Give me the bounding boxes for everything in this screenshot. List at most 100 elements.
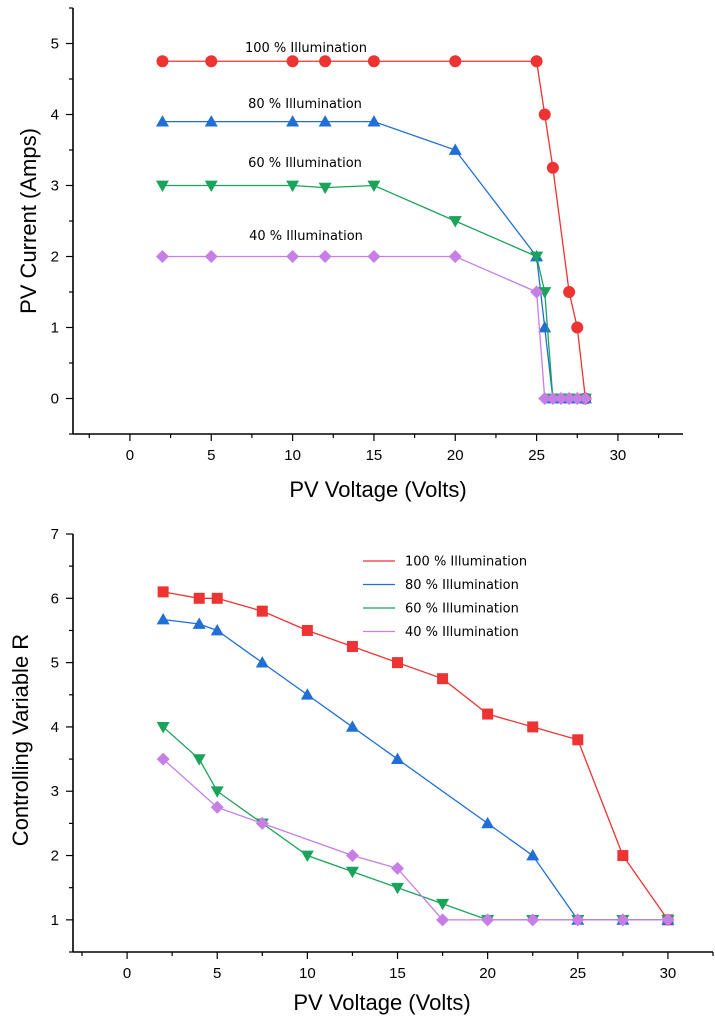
data-point: [318, 115, 332, 127]
series-80-illumination: [156, 613, 675, 925]
y-tick-label: 5: [51, 36, 59, 53]
data-point: [210, 800, 224, 814]
x-tick-label: 30: [660, 965, 677, 982]
data-point: [617, 850, 629, 862]
data-point: [255, 816, 269, 830]
data-point: [546, 161, 559, 174]
data-point: [318, 250, 332, 263]
data-point: [367, 115, 381, 127]
data-point: [300, 688, 314, 700]
chart-pv-current-vs-voltage: 0 5 10 15 20 25 30 0 1 2 3 4 5 PV Voltage (Volts) PV C…: [16, 7, 683, 502]
data-point: [211, 592, 223, 604]
x-tick-label: 20: [479, 965, 496, 982]
y-tick-label: 3: [51, 178, 59, 195]
y-axis-title: Controlling Variable R: [8, 634, 33, 846]
y-tick-label: 2: [51, 249, 59, 266]
data-point: [193, 592, 205, 604]
legend-label: 40 % Illumination: [405, 625, 519, 640]
data-point: [286, 180, 300, 192]
data-point: [286, 250, 300, 263]
data-point: [391, 752, 405, 764]
data-point: [448, 143, 462, 155]
data-point: [572, 734, 584, 746]
data-point: [155, 250, 169, 263]
x-axis-title: PV Voltage (Volts): [293, 990, 470, 1015]
data-point: [204, 250, 218, 263]
y-tick-label: 5: [51, 655, 59, 672]
data-point: [562, 392, 576, 405]
data-point: [538, 108, 551, 121]
series-line: [162, 184, 586, 400]
data-point: [481, 816, 495, 829]
y-tick-label: 4: [51, 107, 59, 124]
series-line: [162, 726, 668, 921]
series-60-illumination: [155, 180, 592, 405]
data-point: [530, 251, 544, 263]
legend-label: 80 % Illumination: [405, 578, 519, 593]
data-point: [482, 708, 494, 720]
data-point: [367, 55, 380, 68]
data-point: [481, 913, 495, 927]
legend-label: 60 % Illumination: [405, 602, 519, 617]
data-point: [578, 392, 592, 405]
series-40-illumination: [155, 250, 592, 405]
x-tick-label: 10: [299, 965, 316, 982]
x-tick-label: 15: [366, 447, 383, 464]
y-tick-label: 6: [51, 590, 59, 607]
data-point: [448, 216, 462, 228]
y-tick-label: 0: [51, 391, 59, 408]
data-point: [204, 115, 218, 127]
x-tick-label: 30: [610, 447, 627, 464]
data-point: [437, 673, 449, 685]
data-point: [156, 55, 169, 68]
data-point: [571, 913, 585, 927]
data-point: [661, 913, 675, 927]
series-label: 80 % Illumination: [248, 97, 362, 112]
series-60-illumination: [156, 722, 675, 927]
x-tick-label: 5: [207, 447, 215, 464]
data-point: [256, 605, 268, 617]
data-point: [318, 182, 332, 195]
data-point: [156, 752, 170, 766]
series-40-illumination: [156, 752, 675, 927]
x-tick-label: 10: [284, 447, 301, 464]
data-point: [346, 641, 358, 653]
data-point: [210, 786, 224, 798]
data-point: [538, 287, 552, 299]
series-line: [162, 255, 586, 400]
y-tick-label: 4: [51, 719, 59, 736]
data-point: [571, 321, 584, 334]
data-point: [546, 392, 560, 405]
x-axis-title: PV Voltage (Volts): [289, 477, 466, 502]
data-point: [367, 180, 381, 192]
data-point: [526, 913, 540, 927]
x-tick-label: 20: [447, 447, 464, 464]
data-point: [530, 55, 543, 68]
data-point: [527, 721, 539, 733]
data-point: [204, 180, 218, 192]
data-point: [570, 392, 584, 405]
data-point: [530, 285, 544, 299]
x-tick-label: 0: [126, 447, 134, 464]
x-tick-label: 25: [569, 965, 586, 982]
legend-label: 100 % Illumination: [405, 555, 527, 570]
data-point: [192, 754, 206, 766]
data-point: [345, 720, 359, 732]
data-point: [526, 849, 540, 861]
data-point: [367, 250, 381, 263]
data-point: [255, 656, 269, 668]
series-100-illumination: [157, 586, 674, 926]
data-point: [319, 55, 332, 68]
y-tick-label: 1: [51, 912, 59, 929]
data-point: [391, 861, 405, 875]
data-point: [156, 613, 170, 625]
data-point: [286, 55, 299, 68]
data-point: [563, 286, 576, 298]
data-point: [345, 866, 359, 879]
data-point: [391, 882, 405, 895]
data-point: [192, 617, 206, 629]
series-line: [162, 758, 668, 921]
y-axis-title: PV Current (Amps): [16, 128, 41, 314]
data-point: [436, 898, 450, 911]
